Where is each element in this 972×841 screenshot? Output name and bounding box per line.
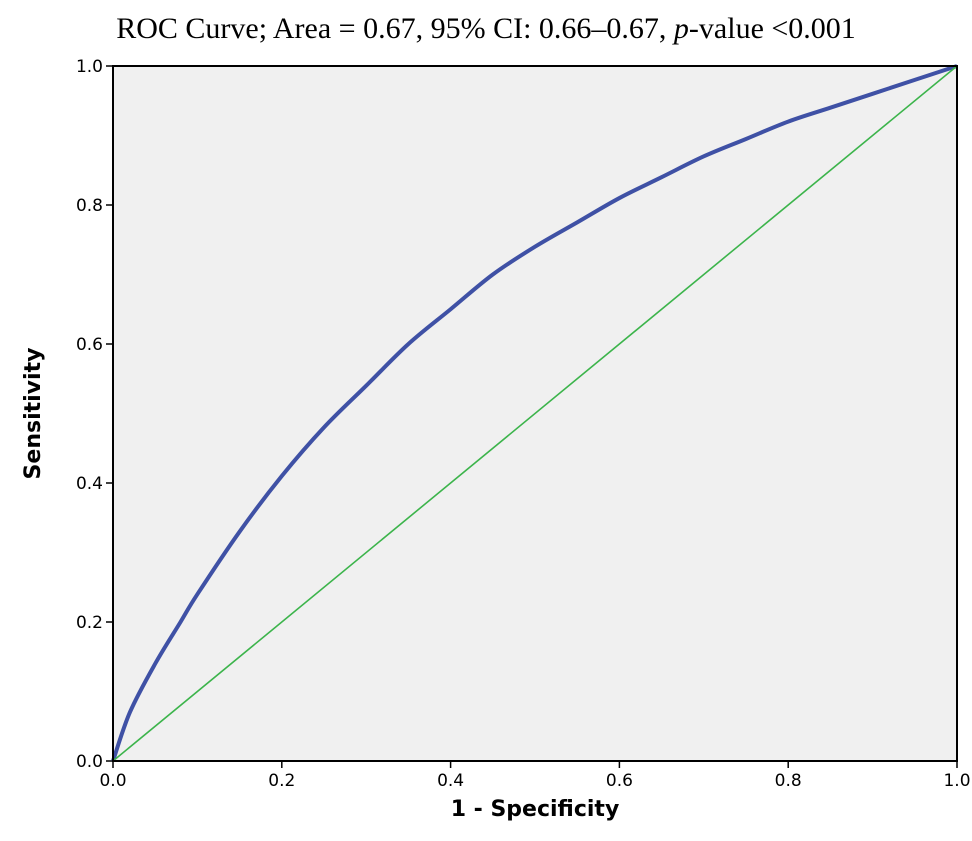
chart-title-rest: -value <0.001 (688, 12, 856, 45)
x-tick-label: 0.2 (268, 771, 295, 791)
y-tick-label: 0.2 (76, 613, 103, 633)
chart-title-main: ROC Curve; Area = 0.67, 95% CI: 0.66–0.6… (116, 12, 674, 45)
y-tick-label: 0.6 (76, 335, 103, 355)
x-axis-title: 1 - Specificity (451, 797, 620, 822)
y-tick-label: 0.0 (76, 752, 103, 772)
y-tick-label: 1.0 (76, 57, 103, 77)
y-axis-title: Sensitivity (21, 348, 46, 480)
chart-title-p: p (673, 12, 689, 45)
plot-frame (112, 65, 958, 762)
chart-title: ROC Curve; Area = 0.67, 95% CI: 0.66–0.6… (0, 12, 972, 46)
x-tick-label: 0.4 (437, 771, 464, 791)
x-tick-label: 0.8 (775, 771, 802, 791)
series-layer (111, 64, 958, 762)
reference-diagonal-line (112, 65, 958, 762)
y-tick-label: 0.4 (76, 474, 103, 494)
roc-curve-line (111, 64, 958, 762)
axis-ticks: 0.0 0.2 0.4 0.6 0.8 1.0 0.0 0.2 0.4 0.6 0.8 1.0 (76, 57, 971, 791)
y-tick-label: 0.8 (76, 196, 103, 216)
x-tick-label: 1.0 (943, 771, 970, 791)
x-tick-label: 0.0 (99, 771, 126, 791)
x-tick-label: 0.6 (606, 771, 633, 791)
